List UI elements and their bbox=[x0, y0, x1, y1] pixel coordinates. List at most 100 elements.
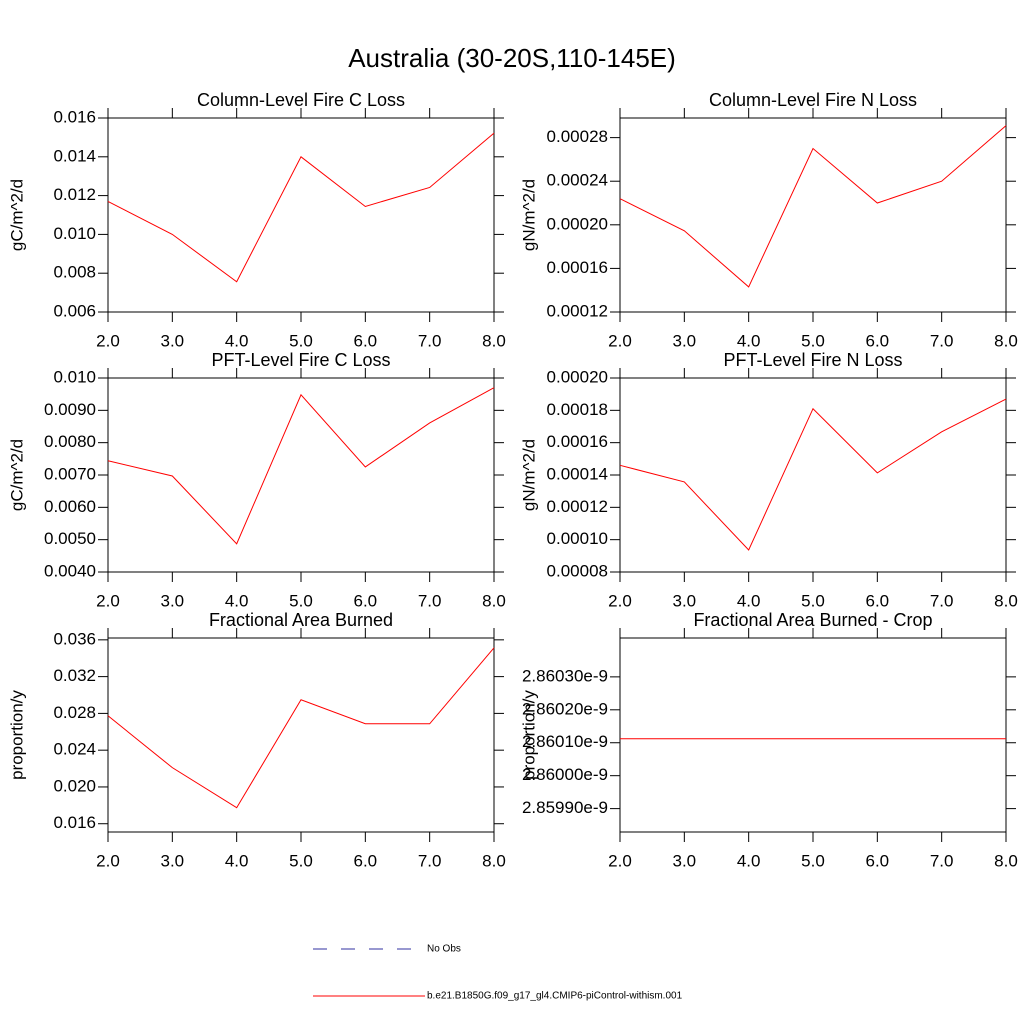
x-tick-label: 5.0 bbox=[289, 591, 313, 610]
x-tick-label: 3.0 bbox=[161, 331, 185, 350]
plot-frame bbox=[107, 637, 495, 833]
legend-label: b.e21.B1850G.f09_g17_gl4.CMIP6-piControl… bbox=[427, 991, 683, 1002]
x-tick-label: 8.0 bbox=[994, 331, 1018, 350]
y-tick-label: 0.014 bbox=[53, 146, 96, 165]
y-tick-label: 2.86000e-9 bbox=[522, 765, 608, 784]
series-line bbox=[107, 132, 495, 283]
y-tick-label: 0.024 bbox=[53, 740, 96, 759]
panel-title: Column-Level Fire N Loss bbox=[709, 90, 917, 110]
y-tick-label: 0.00008 bbox=[547, 561, 608, 580]
y-tick-label: 0.00016 bbox=[547, 258, 608, 277]
y-tick-label: 0.036 bbox=[53, 629, 96, 648]
y-axis-label: gC/m^2/d bbox=[7, 179, 26, 251]
plot-frame bbox=[619, 637, 1007, 833]
plot-frame bbox=[619, 117, 1007, 313]
panel-title: PFT-Level Fire C Loss bbox=[211, 350, 390, 370]
y-axis-label: gN/m^2/d bbox=[519, 179, 538, 251]
panel-title: Column-Level Fire C Loss bbox=[197, 90, 405, 110]
x-tick-label: 2.0 bbox=[96, 591, 120, 610]
y-tick-label: 0.00024 bbox=[547, 171, 608, 190]
x-tick-label: 6.0 bbox=[354, 331, 378, 350]
x-tick-label: 8.0 bbox=[994, 851, 1018, 870]
y-tick-label: 0.00010 bbox=[547, 529, 608, 548]
x-tick-label: 5.0 bbox=[289, 851, 313, 870]
y-tick-label: 0.00012 bbox=[547, 301, 608, 320]
y-axis-label: proportion/y bbox=[7, 690, 26, 780]
y-tick-label: 2.86020e-9 bbox=[522, 699, 608, 718]
x-tick-label: 4.0 bbox=[737, 331, 761, 350]
x-tick-label: 5.0 bbox=[289, 331, 313, 350]
y-tick-label: 0.00028 bbox=[547, 127, 608, 146]
main-title: Australia (30-20S,110-145E) bbox=[348, 43, 676, 73]
y-tick-label: 0.0050 bbox=[44, 529, 96, 548]
series-line bbox=[619, 125, 1007, 288]
x-tick-label: 6.0 bbox=[354, 851, 378, 870]
x-tick-label: 8.0 bbox=[994, 591, 1018, 610]
y-tick-label: 2.85990e-9 bbox=[522, 798, 608, 817]
x-tick-label: 8.0 bbox=[482, 851, 506, 870]
series-line bbox=[619, 398, 1007, 551]
x-tick-label: 5.0 bbox=[801, 851, 825, 870]
plot-frame bbox=[107, 117, 495, 313]
panel-title: Fractional Area Burned bbox=[209, 610, 393, 630]
x-tick-label: 4.0 bbox=[225, 851, 249, 870]
y-tick-label: 0.00016 bbox=[547, 432, 608, 451]
y-axis-label: gC/m^2/d bbox=[7, 439, 26, 511]
y-tick-label: 0.012 bbox=[53, 185, 96, 204]
x-tick-label: 8.0 bbox=[482, 591, 506, 610]
y-tick-label: 0.032 bbox=[53, 666, 96, 685]
x-tick-label: 5.0 bbox=[801, 331, 825, 350]
x-tick-label: 3.0 bbox=[161, 591, 185, 610]
plot-frame bbox=[107, 377, 495, 573]
x-tick-label: 4.0 bbox=[737, 591, 761, 610]
y-tick-label: 2.86030e-9 bbox=[522, 666, 608, 685]
x-tick-label: 2.0 bbox=[608, 331, 632, 350]
x-tick-label: 7.0 bbox=[930, 331, 954, 350]
x-tick-label: 6.0 bbox=[866, 591, 890, 610]
x-tick-label: 3.0 bbox=[673, 591, 697, 610]
y-axis-label: gN/m^2/d bbox=[519, 439, 538, 511]
x-tick-label: 3.0 bbox=[673, 331, 697, 350]
x-tick-label: 6.0 bbox=[866, 331, 890, 350]
y-axis-label: proportion/y bbox=[519, 690, 538, 780]
x-tick-label: 2.0 bbox=[96, 851, 120, 870]
y-tick-label: 0.006 bbox=[53, 301, 96, 320]
y-tick-label: 0.00020 bbox=[547, 214, 608, 233]
x-tick-label: 5.0 bbox=[801, 591, 825, 610]
x-tick-label: 4.0 bbox=[225, 591, 249, 610]
x-tick-label: 7.0 bbox=[930, 851, 954, 870]
y-tick-label: 0.0080 bbox=[44, 432, 96, 451]
series-line bbox=[107, 647, 495, 809]
x-tick-label: 6.0 bbox=[354, 591, 378, 610]
y-tick-label: 0.028 bbox=[53, 703, 96, 722]
y-tick-label: 0.0070 bbox=[44, 464, 96, 483]
x-tick-label: 3.0 bbox=[161, 851, 185, 870]
y-tick-label: 0.00014 bbox=[547, 464, 608, 483]
y-tick-label: 0.0090 bbox=[44, 400, 96, 419]
y-tick-label: 0.008 bbox=[53, 263, 96, 282]
plot-frame bbox=[619, 377, 1007, 573]
y-tick-label: 0.00018 bbox=[547, 400, 608, 419]
y-tick-label: 0.020 bbox=[53, 776, 96, 795]
x-tick-label: 2.0 bbox=[608, 851, 632, 870]
x-tick-label: 4.0 bbox=[225, 331, 249, 350]
y-tick-label: 0.00020 bbox=[547, 367, 608, 386]
x-tick-label: 7.0 bbox=[418, 851, 442, 870]
x-tick-label: 8.0 bbox=[482, 331, 506, 350]
y-tick-label: 2.86010e-9 bbox=[522, 732, 608, 751]
y-tick-label: 0.0040 bbox=[44, 561, 96, 580]
y-tick-label: 0.010 bbox=[53, 224, 96, 243]
panel-title: PFT-Level Fire N Loss bbox=[723, 350, 902, 370]
x-tick-label: 7.0 bbox=[418, 591, 442, 610]
y-tick-label: 0.010 bbox=[53, 367, 96, 386]
x-tick-label: 2.0 bbox=[96, 331, 120, 350]
x-tick-label: 7.0 bbox=[930, 591, 954, 610]
x-tick-label: 6.0 bbox=[866, 851, 890, 870]
x-tick-label: 7.0 bbox=[418, 331, 442, 350]
panel-title: Fractional Area Burned - Crop bbox=[693, 610, 932, 630]
y-tick-label: 0.0060 bbox=[44, 497, 96, 516]
y-tick-label: 0.016 bbox=[53, 107, 96, 126]
y-tick-label: 0.016 bbox=[53, 813, 96, 832]
x-tick-label: 4.0 bbox=[737, 851, 761, 870]
